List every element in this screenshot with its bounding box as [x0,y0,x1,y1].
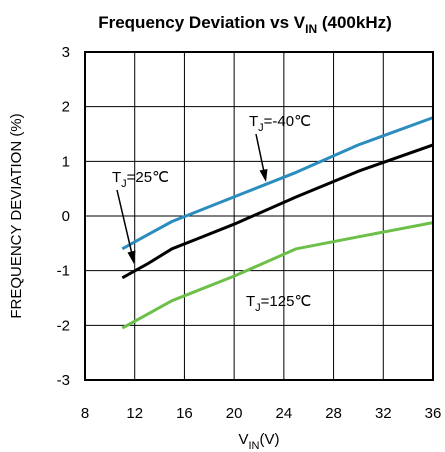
x-tick-label: 24 [276,405,293,422]
x-tick-label: 36 [425,405,442,422]
x-tick-label: 16 [176,405,193,422]
x-tick-labels: 8 12 16 20 24 28 32 36 [81,405,442,422]
y-tick-label: -2 [57,317,70,334]
x-tick-label: 28 [325,405,342,422]
series-lines [121,116,434,330]
series-line-1 [121,143,434,280]
annotation-tj-minus40: TJ=-40℃ [249,113,311,134]
y-tick-label: 0 [62,208,70,225]
x-tick-label: 20 [226,405,243,422]
annotation-arrow-tj-25 [116,189,136,264]
x-tick-label: 8 [81,405,89,422]
y-tick-label: -1 [57,263,70,280]
x-tick-label: 12 [126,405,143,422]
annotation-tj-25: TJ=25℃ [112,169,169,190]
y-tick-label: 1 [62,153,70,170]
y-tick-label: -3 [57,372,70,389]
y-tick-labels: 3 2 1 0 -1 -2 -3 [57,44,70,389]
y-tick-label: 3 [62,44,70,61]
y-tick-label: 2 [62,99,70,116]
x-tick-label: 32 [375,405,392,422]
annotation-arrow-tj-minus40 [255,133,268,182]
y-axis-label: FREQUENCY DEVIATION (%) [8,113,25,318]
annotation-tj-125: TJ=125℃ [246,293,311,314]
series-line-0 [121,116,434,251]
plot-frame [84,51,434,381]
x-axis-label: VIN(V) [238,431,279,452]
grid [84,51,434,381]
chart-title: Frequency Deviation vs VIN (400kHz) [98,13,392,36]
series-line-2 [121,221,434,330]
